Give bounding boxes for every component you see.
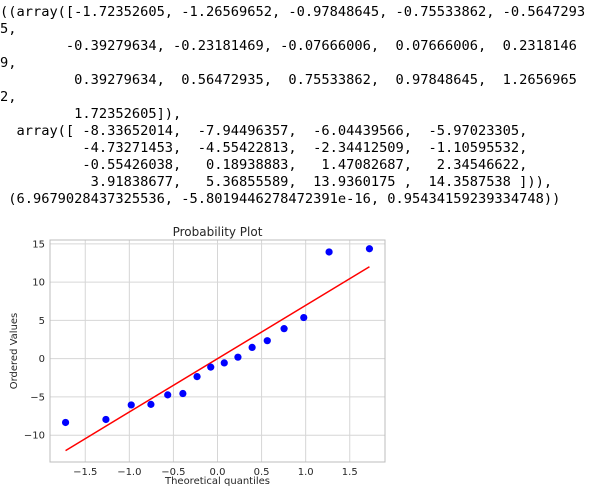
data-point [207,363,215,371]
data-point [365,245,374,253]
y-tick-label: −5 [30,392,45,403]
data-point [280,325,288,333]
data-point [164,391,172,399]
x-tick-label: 1.5 [342,467,358,478]
x-tick-label: −0.5 [161,467,185,478]
y-tick-label: 10 [32,278,45,289]
data-point [263,337,271,345]
probability-plot-svg: Probability Plot Theoretical quantiles O… [9,225,386,487]
data-point [147,400,155,408]
y-axis-label: Ordered Values [9,313,20,390]
data-point [248,343,256,351]
data-point [300,313,308,322]
output-line: array([ -8.33652014, -7.94496357, -6.044… [0,123,528,139]
output-line: 1.72352605]), [0,106,182,122]
y-tick-label: 0 [39,354,45,365]
x-tick-label: −1.5 [73,467,97,478]
fit-line-layer [65,266,370,452]
output-line: ((array([-1.72352605, -1.26569652, -0.97… [0,4,586,20]
data-point [193,372,201,381]
x-axis-label: Theoretical quantiles [164,476,270,487]
data-point [102,415,110,424]
data-point [179,389,187,398]
data-point [127,401,135,409]
y-tick-label: 5 [39,316,45,327]
output-line: 5, [0,21,17,37]
chart-title: Probability Plot [173,225,263,239]
output-line: 9, [0,55,17,71]
cell-output-text: ((array([-1.72352605, -1.26569652, -0.97… [0,0,585,208]
x-tick-label: 0.0 [210,467,226,478]
data-point [220,359,228,367]
output-line: 0.39279634, 0.56472935, 0.75533862, 0.97… [0,72,577,88]
x-tick-label: −1.0 [117,467,141,478]
data-point [61,418,70,427]
plot-frame [49,239,386,463]
output-line: -0.39279634, -0.23181469, -0.07666006, 0… [0,38,577,54]
data-point [234,353,242,361]
x-tick-label: 0.5 [254,467,270,478]
output-line: 3.91838677, 5.36855589, 13.9360175 , 14.… [0,174,553,190]
y-tick-label: 15 [32,239,45,250]
y-tick-label: −10 [24,431,45,442]
output-line: 2, [0,89,17,105]
output-line: -0.55426038, 0.18938883, 1.47082687, 2.3… [0,157,528,173]
tick-labels: −1.5 −1.0 −0.5 0.0 0.5 1.0 1.5 −10 −5 0 5 10 15 [24,239,358,478]
x-tick-label: 1.0 [298,467,314,478]
fit-line [65,266,370,452]
grid-lines [50,240,385,462]
probability-plot: Probability Plot Theoretical quantiles O… [0,222,400,491]
data-points [61,245,374,427]
output-line: -4.73271453, -4.55422813, -2.34412509, -… [0,140,528,156]
data-point [325,248,333,256]
output-line: (6.9679028437325536, -5.8019446278472391… [0,191,561,207]
